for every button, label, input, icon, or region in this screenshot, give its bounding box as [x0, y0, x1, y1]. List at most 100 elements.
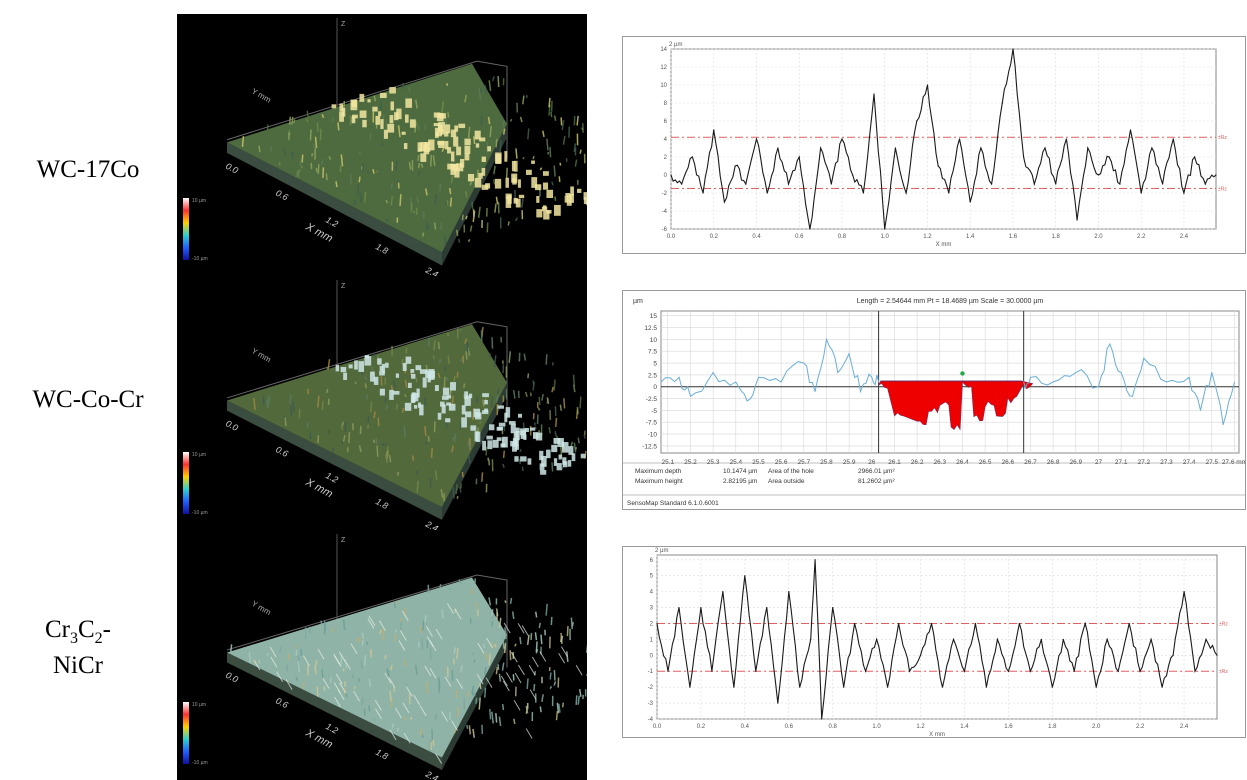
x-tick-label: 0.0: [653, 724, 662, 730]
wear-track-mark: [348, 364, 353, 369]
wear-track-mark: [364, 355, 370, 359]
wear-track-mark: [479, 137, 486, 142]
wear-track-mark: [440, 401, 445, 407]
y-axis-label: Y mm: [250, 87, 273, 105]
surface-top-face: [227, 577, 507, 758]
surface-scratch: [451, 720, 458, 731]
surface-scratch: [476, 673, 484, 685]
surface-texture-spike: [465, 215, 468, 220]
wear-track-mark: [565, 193, 571, 197]
surface-texture-spike: [468, 725, 471, 735]
profile-data-point: [1023, 156, 1025, 158]
wear-track-mark: [396, 108, 402, 120]
surface-texture-spike: [467, 238, 471, 243]
surface-scratch: [426, 636, 434, 647]
surface-texture-spike: [460, 664, 463, 672]
surface-texture-spike: [475, 396, 479, 403]
profile-data-point: [798, 156, 800, 158]
surface-texture-spike: [321, 668, 324, 678]
wear-track-mark: [423, 147, 431, 152]
surface-scratch: [344, 659, 351, 670]
x-tick-label: 0.8: [829, 724, 838, 730]
x-tick-label: 27: [1095, 459, 1103, 466]
surface-texture-spike: [524, 391, 528, 398]
wear-track-mark: [534, 184, 542, 191]
wear-track-mark: [415, 365, 422, 371]
surface-texture-spike: [495, 712, 498, 723]
surface-texture-spike: [579, 149, 582, 154]
wear-track-mark: [450, 382, 456, 391]
surface-texture-spike: [384, 397, 387, 403]
surface-texture-spike: [507, 221, 510, 226]
profile-data-point: [723, 201, 726, 203]
surface-texture-spike: [291, 633, 294, 637]
surface-texture-spike: [488, 653, 491, 666]
stat-value-2: 81.2602 µm²: [858, 478, 895, 485]
x-tick-label: 2.2: [1136, 724, 1145, 730]
surface-texture-spike: [429, 154, 433, 167]
surface-texture-spike: [519, 116, 523, 123]
surface-texture-spike: [538, 622, 542, 629]
surface-texture-spike: [344, 422, 347, 432]
color-scale-bar: [183, 198, 189, 260]
wear-track-mark: [520, 456, 527, 462]
surface-scratch: [378, 620, 386, 631]
x-tick-label: 1.2: [923, 234, 932, 240]
x-tick-label: 25.9: [843, 459, 856, 466]
row-label-cr3c2nicr: Cr3C2- NiCr: [8, 614, 148, 682]
surface-texture-spike: [434, 470, 438, 480]
surface-scratch: [485, 677, 493, 688]
surface-texture-spike: [299, 159, 302, 166]
surface-texture-spike: [285, 664, 289, 672]
surface-texture-spike: [494, 203, 497, 213]
surface-texture-spike: [292, 401, 295, 412]
profile-data-point: [1183, 591, 1185, 593]
surface-texture-spike: [471, 685, 475, 694]
profile-data-point: [700, 606, 702, 609]
profile-data-point: [1012, 48, 1014, 50]
surface-texture-spike: [316, 417, 319, 425]
surface-texture-spike: [361, 632, 365, 639]
wear-track-mark: [370, 371, 375, 382]
x-tick-label: 26.8: [1047, 459, 1060, 466]
surface-texture-spike: [498, 716, 502, 727]
surface-texture-spike: [433, 340, 436, 351]
profile-data-point: [678, 376, 680, 378]
surface-texture-spike: [364, 376, 368, 381]
surface-texture-spike: [416, 480, 419, 493]
surface-texture-spike: [458, 579, 461, 584]
profile-data-point: [788, 591, 790, 593]
surface-side-face: [442, 382, 507, 520]
surface-texture-spike: [553, 379, 556, 391]
surface-texture-spike: [372, 718, 376, 722]
stat-value: 2.82195 µm: [723, 478, 757, 485]
wear-track-mark: [385, 362, 389, 368]
surface-scratch: [441, 711, 448, 722]
surface-texture-spike: [441, 101, 445, 113]
wear-track-mark: [515, 198, 521, 208]
surface-texture-spike: [527, 373, 530, 379]
wear-track-mark: [461, 417, 467, 428]
surface-texture-spike: [466, 691, 470, 697]
x-tick-label: 1.0: [881, 234, 890, 240]
surface-texture-spike: [447, 112, 450, 118]
wear-track-mark: [436, 112, 444, 122]
surface-texture-spike: [495, 667, 499, 675]
profile-data-point: [1150, 638, 1152, 640]
z-axis-label: Z: [341, 537, 346, 544]
surface-texture-spike: [422, 620, 425, 631]
profile-data-point: [884, 228, 886, 230]
surface-texture-spike: [440, 489, 444, 499]
wear-track-mark: [470, 425, 477, 431]
x-tick-label: 2.0: [1094, 234, 1103, 240]
x-tick-label: 0.0: [224, 670, 240, 685]
x-tick-label: 1.8: [1052, 234, 1061, 240]
y-tick-label: 12: [660, 65, 667, 71]
surface-texture-spike: [302, 151, 306, 159]
wear-track-mark: [444, 124, 451, 134]
surface-texture-spike: [386, 446, 390, 456]
y-tick-label: -3: [648, 701, 654, 707]
surface-texture-spike: [291, 151, 294, 159]
surface-texture-spike: [498, 673, 502, 682]
surface-texture-spike: [390, 183, 393, 189]
